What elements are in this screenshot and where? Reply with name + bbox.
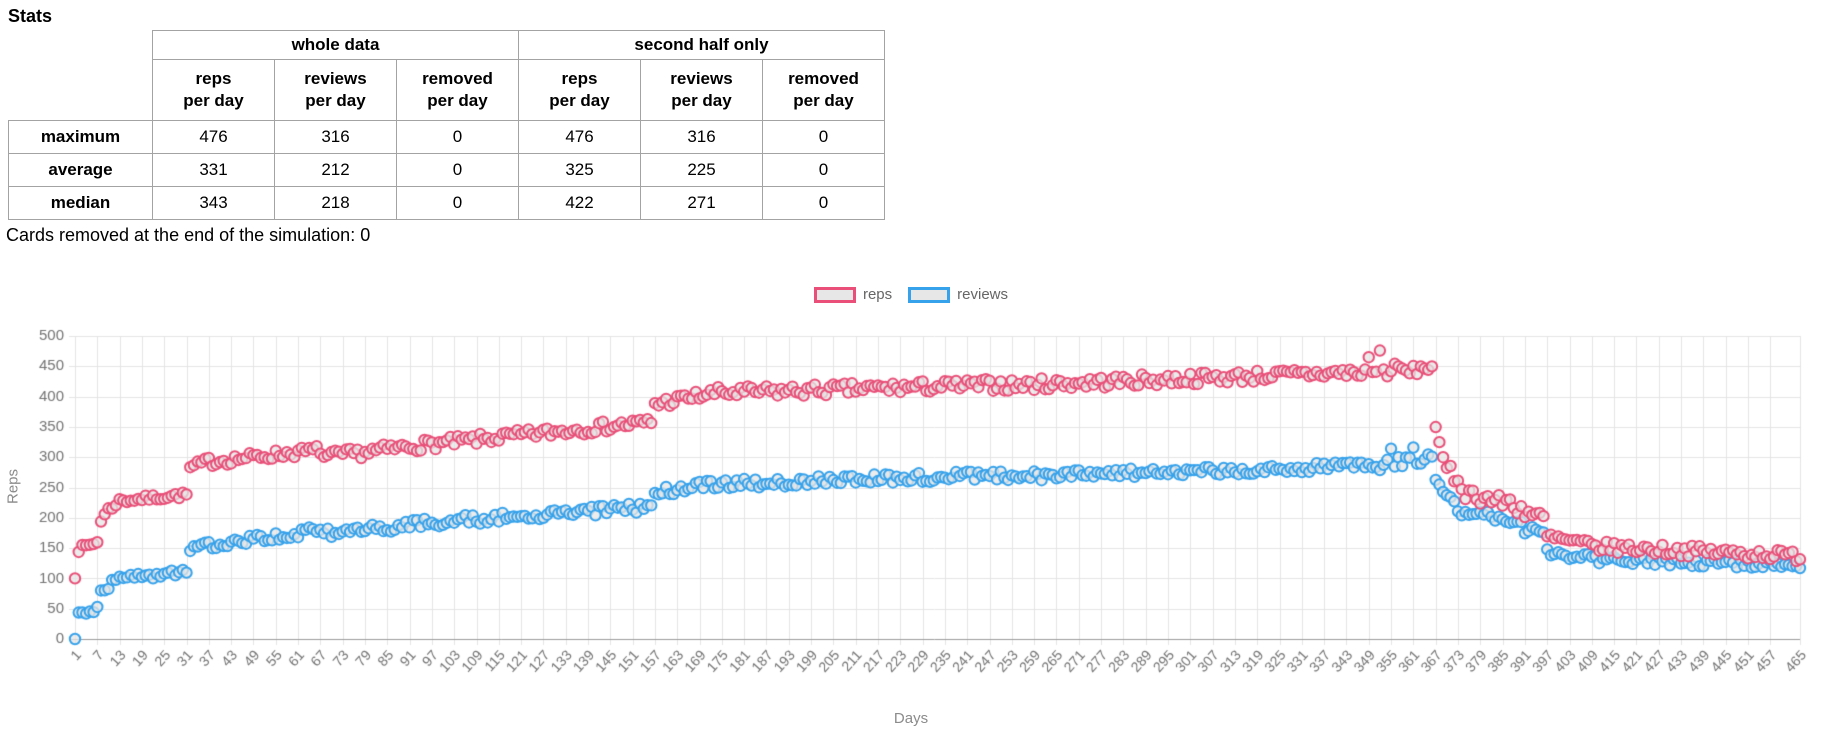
stats-table: whole data second half only reps per day… bbox=[8, 30, 885, 220]
col-header-reps-second: reps per day bbox=[518, 59, 641, 121]
cell-average-reviews-whole: 212 bbox=[274, 153, 397, 187]
cell-average-reviews-second: 225 bbox=[640, 153, 763, 187]
col-header-reviews-second: reviews per day bbox=[640, 59, 763, 121]
cards-removed-note: Cards removed at the end of the simulati… bbox=[6, 225, 371, 245]
reps-reviews-chart: reps reviews Reps Days bbox=[0, 258, 1822, 739]
col-header-reps-whole: reps per day bbox=[152, 59, 275, 121]
cell-median-reps-whole: 343 bbox=[152, 186, 275, 220]
row-label-median: median bbox=[8, 186, 153, 220]
table-row-median: median 343 218 0 422 271 0 bbox=[8, 186, 885, 220]
reps-legend-swatch bbox=[813, 286, 856, 303]
row-label-maximum: maximum bbox=[8, 120, 153, 154]
chart-legend: reps reviews bbox=[0, 286, 1822, 303]
page-title: Stats bbox=[8, 6, 53, 26]
cell-median-reps-second: 422 bbox=[518, 186, 641, 220]
col-header-removed-second: removed per day bbox=[762, 59, 885, 121]
cell-maximum-reviews-whole: 316 bbox=[274, 120, 397, 154]
table-corner-cell bbox=[9, 31, 153, 60]
cell-median-removed-whole: 0 bbox=[396, 186, 519, 220]
y-axis-title: Reps bbox=[4, 468, 22, 505]
row-label-average: average bbox=[8, 153, 153, 187]
cell-maximum-removed-whole: 0 bbox=[396, 120, 519, 154]
table-row-average: average 331 212 0 325 225 0 bbox=[8, 153, 885, 187]
table-row-maximum: maximum 476 316 0 476 316 0 bbox=[8, 120, 885, 154]
cell-average-removed-whole: 0 bbox=[396, 153, 519, 187]
group-header-second-half: second half only bbox=[518, 30, 885, 60]
table-corner-cell bbox=[9, 60, 153, 121]
col-header-removed-whole: removed per day bbox=[396, 59, 519, 121]
cell-median-reviews-whole: 218 bbox=[274, 186, 397, 220]
reviews-legend-label: reviews bbox=[957, 286, 1009, 303]
cell-maximum-reps-whole: 476 bbox=[152, 120, 275, 154]
cell-average-reps-whole: 331 bbox=[152, 153, 275, 187]
reviews-legend-swatch bbox=[908, 286, 951, 303]
cell-maximum-removed-second: 0 bbox=[762, 120, 885, 154]
scatter-chart-canvas[interactable] bbox=[0, 258, 1822, 739]
reps-legend-label: reps bbox=[862, 286, 893, 303]
cell-average-reps-second: 325 bbox=[518, 153, 641, 187]
cell-maximum-reviews-second: 316 bbox=[640, 120, 763, 154]
cell-median-reviews-second: 271 bbox=[640, 186, 763, 220]
cell-median-removed-second: 0 bbox=[762, 186, 885, 220]
group-header-whole-data: whole data bbox=[152, 30, 519, 60]
cell-maximum-reps-second: 476 bbox=[518, 120, 641, 154]
legend-item-reviews[interactable]: reviews bbox=[908, 286, 1008, 303]
cell-average-removed-second: 0 bbox=[762, 153, 885, 187]
col-header-reviews-whole: reviews per day bbox=[274, 59, 397, 121]
legend-item-reps[interactable]: reps bbox=[813, 286, 893, 303]
x-axis-title: Days bbox=[893, 710, 929, 727]
